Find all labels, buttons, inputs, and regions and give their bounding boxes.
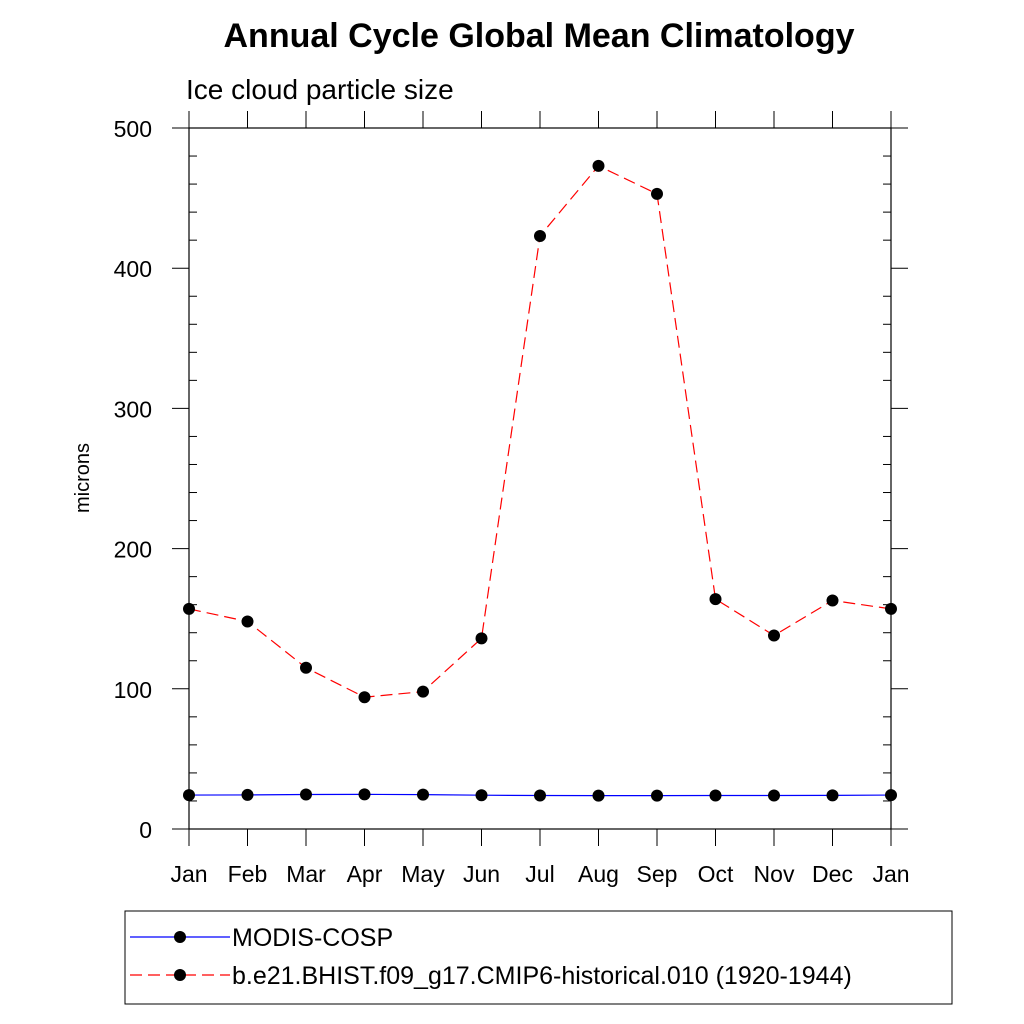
- series-2-point: [534, 229, 546, 242]
- legend-marker-2: [174, 969, 186, 981]
- x-axis: Jan Feb Mar Apr May Jun Jul Aug Sep Oct Nov Dec Jan: [170, 111, 910, 887]
- chart-title: Annual Cycle Global Mean Climatology: [224, 17, 855, 55]
- legend-label-2: b.e21.BHIST.f09_g17.CMIP6-historical.010…: [232, 962, 852, 990]
- x-tick-label: Jan: [872, 861, 909, 887]
- series-1-point: [417, 788, 429, 801]
- y-tick-label: 400: [114, 256, 152, 282]
- series-1-point: [651, 789, 663, 802]
- series-1-point: [826, 789, 839, 802]
- y-tick-label: 500: [114, 116, 152, 142]
- series-1-point: [300, 788, 312, 801]
- chart-subtitle: Ice cloud particle size: [186, 74, 454, 105]
- y-tick-label: 100: [114, 677, 152, 703]
- y-axis-label: microns: [72, 443, 94, 513]
- series-2-point: [475, 632, 488, 645]
- x-tick-label: Aug: [578, 861, 619, 887]
- series-2-point: [826, 594, 839, 607]
- x-tick-label: Jul: [525, 861, 554, 887]
- x-tick-label: Feb: [228, 861, 268, 887]
- x-tick-label: Dec: [812, 861, 853, 887]
- series-1-point: [241, 788, 254, 801]
- series-1-point: [592, 789, 605, 802]
- series-2-point: [592, 159, 605, 172]
- series-2-point: [768, 629, 780, 642]
- x-tick-label: Apr: [347, 861, 383, 887]
- y-tick-label: 0: [139, 817, 152, 843]
- x-tick-label: Mar: [286, 861, 326, 887]
- plot-frame: [188, 127, 892, 830]
- x-tick-label: May: [401, 861, 445, 887]
- series-2-point: [241, 615, 254, 628]
- series-2-point: [651, 187, 663, 200]
- series-line-2: [188, 165, 892, 698]
- x-tick-label: Oct: [698, 861, 734, 887]
- legend-marker-1: [174, 931, 186, 943]
- series-1-point: [534, 789, 546, 802]
- x-tick-label: Jan: [170, 861, 207, 887]
- legend: MODIS-COSP b.e21.BHIST.f09_g17.CMIP6-hist…: [124, 910, 953, 1005]
- x-tick-label: Nov: [754, 861, 795, 887]
- y-axis: 0 100 200 300 400 500: [114, 116, 908, 843]
- y-tick-label: 200: [114, 537, 152, 563]
- legend-label-1: MODIS-COSP: [232, 924, 393, 952]
- plot-series: [183, 159, 897, 802]
- legend-box: [124, 910, 953, 1005]
- series-2-point: [709, 593, 722, 606]
- series-2-point: [358, 691, 371, 704]
- series-2-point: [300, 661, 312, 674]
- series-1-point: [475, 789, 488, 802]
- series-1-point: [358, 788, 371, 801]
- x-tick-label: Sep: [637, 861, 678, 887]
- series-1-point: [768, 789, 780, 802]
- series-2-point: [417, 685, 429, 698]
- x-tick-label: Jun: [463, 861, 500, 887]
- series-1-point: [709, 789, 722, 802]
- y-tick-label: 300: [114, 396, 152, 422]
